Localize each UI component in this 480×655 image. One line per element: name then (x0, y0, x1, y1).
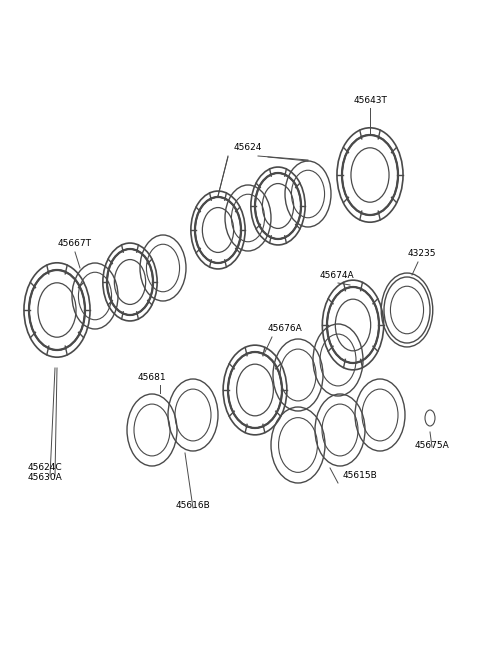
Text: 45674A: 45674A (320, 271, 355, 280)
Text: 45676A: 45676A (268, 324, 302, 333)
Text: 45667T: 45667T (58, 239, 92, 248)
Text: 45616B: 45616B (176, 501, 210, 510)
Text: 45624: 45624 (234, 143, 262, 152)
Text: 45681: 45681 (138, 373, 166, 382)
Text: 43235: 43235 (408, 249, 436, 258)
Text: 45624C: 45624C (28, 463, 62, 472)
Text: 45630A: 45630A (28, 473, 63, 482)
Text: 45643T: 45643T (353, 96, 387, 105)
Text: 45615B: 45615B (343, 471, 377, 480)
Text: 45675A: 45675A (415, 441, 449, 450)
